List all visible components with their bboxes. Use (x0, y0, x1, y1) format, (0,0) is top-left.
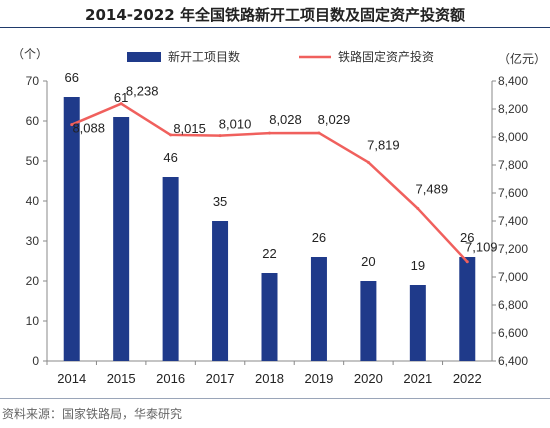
bar-value-label: 26 (312, 230, 326, 245)
bar-value-label: 61 (114, 90, 128, 105)
bar-value-label: 26 (460, 230, 474, 245)
source-note: 资料来源：国家铁路局，华泰研究 (2, 407, 183, 421)
bar (212, 221, 229, 361)
y-left-tick-label: 40 (26, 194, 40, 208)
bar-value-label: 20 (361, 254, 375, 269)
y-right-tick-label: 7,800 (498, 158, 528, 172)
y-right-tick-label: 8,000 (498, 130, 528, 144)
line-point (119, 102, 123, 106)
bar-series: 66 61 46 35 22 26 20 19 26 (63, 70, 476, 361)
bar-value-label: 19 (411, 258, 425, 273)
line-value-label: 8,088 (72, 121, 105, 136)
line-value-label: 7,489 (416, 182, 449, 197)
legend-bar-swatch (127, 52, 161, 62)
x-tick-label: 2022 (453, 371, 482, 386)
investment-line (71, 102, 469, 263)
bar-value-label: 46 (163, 150, 177, 165)
line-point (366, 160, 370, 164)
line-point (70, 123, 74, 127)
line-point (268, 131, 271, 135)
line-point (169, 133, 173, 137)
y-right-tick-label: 6,800 (498, 298, 528, 312)
y-left-tick-label: 70 (26, 74, 40, 88)
y-right-tick-label: 7,400 (498, 214, 528, 228)
y-right-tick-label: 7,200 (498, 242, 528, 256)
y-axis-right-unit: （亿元） (498, 51, 546, 66)
y-right-tick-label: 7,000 (498, 270, 528, 284)
line-point (317, 131, 321, 135)
y-axis-left-unit: （个） (12, 47, 48, 61)
chart-legend: 新开工项目数 铁路固定资产投资 (127, 49, 434, 64)
y-right-tick-label: 7,600 (498, 186, 528, 200)
bar (113, 117, 130, 361)
y-left-tick-label: 10 (26, 314, 40, 328)
line-value-label: 8,010 (219, 117, 252, 132)
x-tick-label: 2021 (403, 371, 432, 386)
x-tick-label: 2016 (156, 371, 185, 386)
line-value-label: 8,028 (269, 112, 302, 127)
x-tick-label: 2014 (57, 371, 86, 386)
x-tick-label: 2019 (304, 371, 333, 386)
bar (261, 273, 278, 361)
y-left-tick-label: 20 (26, 274, 40, 288)
line-series: 8,088 8,238 8,015 8,010 8,028 8,029 7,819 7,489… (70, 84, 498, 264)
x-tick-label: 2018 (255, 371, 284, 386)
x-tick-label: 2020 (354, 371, 383, 386)
line-value-label: 7,819 (367, 137, 400, 152)
y-left-tick-label: 0 (32, 354, 39, 368)
footer-divider (0, 398, 550, 399)
bar-value-label: 66 (64, 70, 78, 85)
legend-bar-label: 新开工项目数 (168, 49, 240, 64)
x-tick-label: 2017 (206, 371, 235, 386)
line-point (465, 260, 469, 264)
chart-canvas: （个） （亿元） 新开工项目数 铁路固定资产投资 0 10 20 30 40 50 60 70… (12, 47, 546, 386)
y-left-tick-label: 30 (26, 234, 40, 248)
bar (409, 285, 426, 361)
y-right-tick-label: 6,600 (498, 326, 528, 340)
bar (63, 97, 80, 361)
bar (360, 281, 377, 361)
y-left-tick-label: 60 (26, 114, 40, 128)
line-value-label: 8,029 (318, 112, 351, 127)
bar (162, 177, 179, 361)
y-left-tick-label: 50 (26, 154, 40, 168)
bar-value-label: 35 (213, 194, 227, 209)
y-right-tick-label: 8,400 (498, 74, 528, 88)
legend-line-label: 铁路固定资产投资 (338, 49, 434, 64)
chart-title: 2014-2022 年全国铁路新开工项目数及固定资产投资额 (85, 6, 465, 24)
bar (310, 257, 327, 361)
line-point (218, 134, 222, 138)
line-value-label: 7,109 (465, 240, 498, 255)
x-tick-label: 2015 (107, 371, 136, 386)
title-divider (0, 27, 550, 28)
bar (459, 257, 476, 361)
y-right-tick-label: 6,400 (498, 354, 528, 368)
bar-value-label: 22 (262, 246, 276, 261)
line-value-label: 8,238 (126, 84, 159, 99)
y-right-tick-label: 8,200 (498, 102, 528, 116)
x-axis-ticks: 2014 2015 2016 2017 2018 2019 2020 2021 2022 (46, 361, 482, 386)
line-point (416, 207, 420, 211)
line-value-label: 8,015 (173, 121, 206, 136)
